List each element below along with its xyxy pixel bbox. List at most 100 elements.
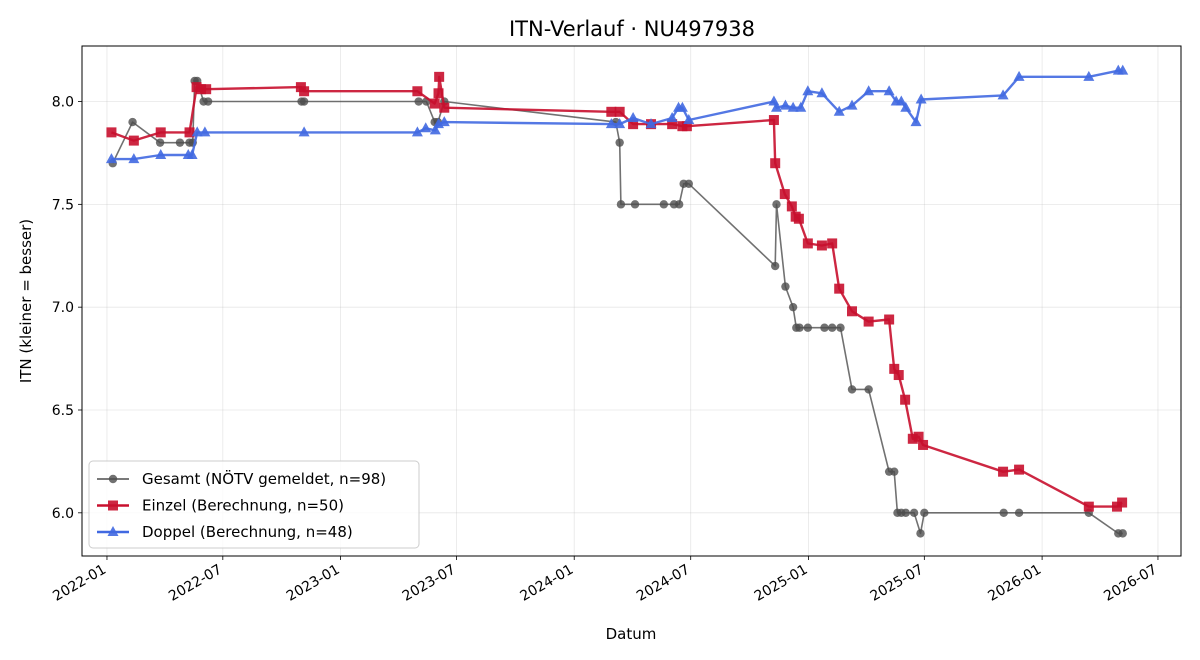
data-point-doppel (191, 126, 203, 137)
data-point-gesamt (803, 323, 813, 332)
data-point-einzel (1014, 464, 1025, 475)
plot-area-frame (81, 45, 1182, 557)
data-point-gesamt (155, 138, 165, 147)
data-point-einzel (155, 127, 166, 138)
data-point-doppel (438, 116, 450, 127)
data-point-gesamt (827, 323, 837, 332)
data-point-gesamt (414, 97, 423, 106)
data-point-gesamt (203, 97, 213, 106)
data-point-doppel (676, 101, 688, 112)
data-point-einzel (847, 306, 858, 317)
data-point-doppel (787, 101, 799, 112)
data-point-einzel (827, 238, 838, 249)
y-tick-label: 6.0 (52, 506, 74, 522)
data-point-doppel (666, 111, 678, 122)
data-point-gesamt (175, 138, 185, 147)
data-point-gesamt (772, 200, 781, 209)
data-point-einzel (998, 466, 1009, 477)
data-point-einzel (786, 201, 797, 212)
data-point-gesamt (299, 97, 309, 106)
data-point-gesamt (795, 323, 804, 332)
data-point-gesamt (909, 508, 919, 518)
data-point-einzel (889, 363, 900, 374)
data-point-doppel (779, 99, 791, 110)
data-point-doppel (900, 101, 912, 112)
data-point-doppel (429, 124, 441, 135)
data-point-doppel (605, 118, 617, 129)
data-point-gesamt (901, 508, 910, 518)
y-tick-label: 7.0 (52, 300, 74, 316)
data-point-einzel (884, 314, 895, 325)
series-gesamt (108, 76, 1127, 538)
data-point-gesamt (770, 261, 780, 271)
data-point-gesamt (781, 282, 790, 291)
y-tick-label: 7.5 (52, 197, 74, 213)
data-point-einzel (681, 121, 692, 132)
data-point-doppel (915, 93, 927, 104)
data-point-doppel (645, 118, 657, 129)
data-point-einzel (1117, 497, 1128, 508)
data-point-einzel (299, 86, 310, 97)
data-point-gesamt (788, 302, 798, 312)
data-point-gesamt (836, 323, 845, 332)
data-point-gesamt (659, 200, 669, 209)
data-point-gesamt (916, 529, 925, 538)
data-point-einzel (768, 115, 779, 126)
legend-marker-gesamt (108, 474, 118, 484)
data-point-doppel (411, 126, 423, 137)
data-point-gesamt (920, 508, 929, 518)
y-tick-label: 8.0 (52, 95, 74, 111)
data-point-einzel (1083, 501, 1094, 512)
data-point-doppel (883, 85, 895, 96)
data-point-einzel (106, 127, 117, 138)
data-point-doppel (1013, 70, 1025, 81)
legend: Gesamt (NÖTV gemeldet, n=98) Einzel (Bere… (88, 460, 420, 549)
data-point-gesamt (1118, 529, 1127, 538)
data-point-doppel (298, 126, 310, 137)
data-point-doppel (770, 101, 782, 112)
data-point-einzel (434, 71, 445, 82)
data-point-einzel (184, 127, 195, 138)
series-doppel (105, 64, 1129, 164)
data-point-einzel (907, 433, 918, 444)
y-axis-label: ITN (kleiner = besser) (17, 219, 35, 383)
data-point-gesamt (684, 179, 693, 188)
data-point-doppel (816, 87, 828, 98)
data-point-gesamt (1014, 508, 1024, 518)
data-point-gesamt (630, 200, 640, 209)
data-point-einzel (1111, 501, 1122, 512)
data-point-einzel (802, 238, 813, 249)
data-point-doppel (627, 111, 639, 122)
data-point-einzel (816, 240, 827, 251)
data-point-gesamt (615, 138, 624, 147)
series-layer (105, 64, 1129, 538)
data-point-doppel (1117, 64, 1129, 75)
data-point-einzel (863, 316, 874, 327)
legend-frame (88, 460, 420, 549)
legend-label-einzel: Einzel (Berechnung, n=50) (142, 497, 344, 515)
data-point-doppel (795, 101, 807, 112)
data-point-doppel (1083, 70, 1095, 81)
data-point-doppel (895, 95, 907, 106)
data-point-einzel (667, 119, 678, 130)
data-point-einzel (196, 84, 207, 95)
data-point-einzel (128, 135, 139, 146)
data-point-gesamt (847, 385, 857, 394)
data-point-einzel (412, 86, 423, 97)
data-point-gesamt (128, 117, 137, 127)
data-point-gesamt (674, 200, 684, 209)
data-point-einzel (439, 102, 450, 113)
legend-label-doppel: Doppel (Berechnung, n=48) (142, 523, 353, 541)
data-point-einzel (834, 283, 845, 294)
data-point-einzel (201, 84, 212, 95)
data-point-einzel (433, 88, 444, 99)
legend-marker-doppel (107, 526, 119, 536)
data-point-doppel (997, 89, 1009, 100)
data-point-doppel (683, 114, 695, 125)
chart-title: ITN-Verlauf · NU497938 (509, 17, 755, 41)
data-point-doppel (199, 126, 211, 137)
data-point-einzel (918, 439, 929, 450)
data-point-doppel (910, 116, 922, 127)
